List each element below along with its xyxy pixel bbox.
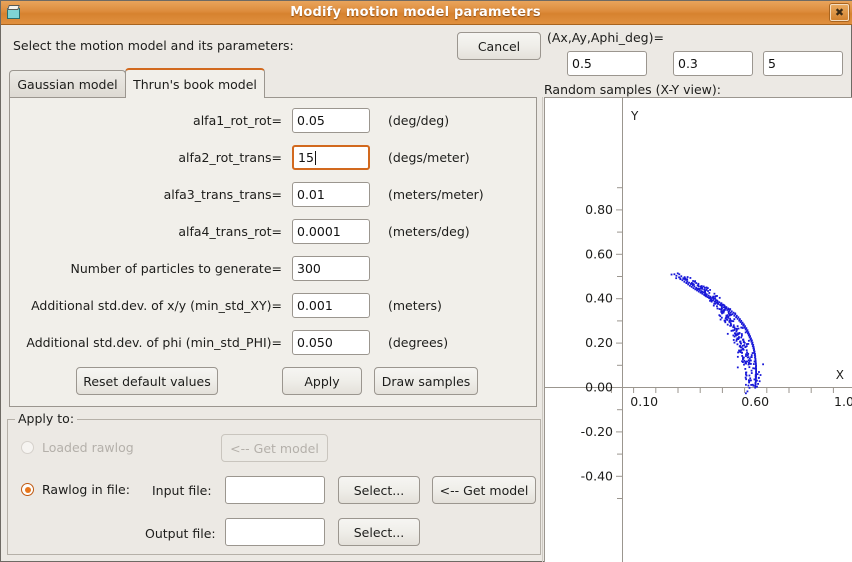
min-std-phi-input[interactable]: 0.050 [292,330,370,355]
param-row: alfa1_rot_rot= 0.05 (deg/deg) [10,108,530,133]
apply-to-title: Apply to: [15,411,78,426]
param-label: Additional std.dev. of phi (min_std_PHI)… [26,335,282,350]
window-titlebar: Modify motion model parameters ✖ [1,1,852,25]
param-label: alfa2_rot_trans= [178,150,282,165]
cancel-button[interactable]: Cancel [457,32,541,60]
draw-samples-button[interactable]: Draw samples [374,367,478,395]
aphi-input[interactable]: 5 [763,51,843,76]
param-row: Additional std.dev. of x/y (min_std_XY)=… [10,293,530,318]
ay-input[interactable]: 0.3 [673,51,753,76]
rawlog-in-file-label: Rawlog in file: [42,482,130,497]
svg-text:0.60: 0.60 [585,246,613,261]
param-label: alfa1_rot_rot= [193,113,282,128]
svg-text:0.20: 0.20 [585,335,613,350]
num-particles-input[interactable]: 300 [292,256,370,281]
svg-text:-0.20: -0.20 [581,424,613,439]
loaded-rawlog-row: Loaded rawlog [21,440,134,455]
alfa2-rot-trans-input[interactable]: 15 [292,145,370,170]
input-file-input[interactable] [225,476,325,504]
param-row: Additional std.dev. of phi (min_std_PHI)… [10,330,530,355]
input-file-label: Input file: [152,483,212,498]
param-units: (deg/deg) [388,113,450,128]
svg-text:Y: Y [630,109,639,123]
loaded-rawlog-get-model-button: <-- Get model [221,434,328,462]
param-row: alfa2_rot_trans= 15 (degs/meter) [10,145,530,170]
reset-defaults-button[interactable]: Reset default values [76,367,218,395]
param-label: alfa3_trans_trans= [163,187,282,202]
thruns-model-panel: alfa1_rot_rot= 0.05 (deg/deg) alfa2_rot_… [9,97,537,407]
alfa3-trans-trans-input[interactable]: 0.01 [292,182,370,207]
input-file-select-button[interactable]: Select... [338,476,420,504]
output-file-label: Output file: [145,526,216,541]
plot-canvas: 0.00 0.20 0.40 0.60 0.80 -0.20 -0.40 0.10 0.60 1.… [545,98,852,562]
param-row: alfa4_trans_rot= 0.0001 (meters/deg) [10,219,530,244]
output-file-select-button[interactable]: Select... [338,518,420,546]
scatter-points [670,272,765,395]
svg-text:1.0: 1.0 [834,394,852,409]
svg-text:0.10: 0.10 [630,394,658,409]
svg-text:0.00: 0.00 [585,380,613,395]
output-file-input[interactable] [225,518,325,546]
tab-gaussian-model[interactable]: Gaussian model [9,70,126,98]
param-row: Number of particles to generate= 300 [10,256,530,281]
loaded-rawlog-radio [21,441,34,454]
close-icon[interactable]: ✖ [830,4,849,21]
instruction-label: Select the motion model and its paramete… [13,38,294,53]
rawlog-in-file-get-model-button[interactable]: <-- Get model [432,476,536,504]
tab-thruns-book-model[interactable]: Thrun's book model [125,68,265,98]
ax-input[interactable]: 0.5 [567,51,647,76]
alfa2-value: 15 [298,150,314,165]
param-units: (degrees) [388,335,449,350]
param-units: (meters) [388,298,442,313]
delta-pose-label: (Ax,Ay,Aphi_deg)= [547,30,664,45]
param-label: Number of particles to generate= [70,261,282,276]
param-label: Additional std.dev. of x/y (min_std_XY)= [31,298,282,313]
param-units: (degs/meter) [388,150,470,165]
window-title: Modify motion model parameters [290,5,541,20]
param-units: (meters/meter) [388,187,484,202]
rawlog-in-file-row[interactable]: Rawlog in file: [21,482,130,497]
random-samples-plot[interactable]: 0.00 0.20 0.40 0.60 0.80 -0.20 -0.40 0.10 0.60 1.… [544,97,852,562]
panel-divider [542,97,543,562]
apply-button[interactable]: Apply [282,367,362,395]
text-caret [314,150,316,165]
svg-text:0.60: 0.60 [741,394,769,409]
apply-to-groupbox [7,419,541,555]
svg-text:X: X [836,368,844,382]
min-std-xy-input[interactable]: 0.001 [292,293,370,318]
svg-text:-0.40: -0.40 [581,468,613,483]
param-units: (meters/deg) [388,224,470,239]
loaded-rawlog-label: Loaded rawlog [42,440,134,455]
param-row: alfa3_trans_trans= 0.01 (meters/meter) [10,182,530,207]
rawlog-box-icon [5,4,23,22]
alfa4-trans-rot-input[interactable]: 0.0001 [292,219,370,244]
plot-caption: Random samples (X-Y view): [544,82,721,97]
svg-text:0.80: 0.80 [585,202,613,217]
rawlog-in-file-radio[interactable] [21,483,34,496]
svg-text:0.40: 0.40 [585,291,613,306]
param-label: alfa4_trans_rot= [178,224,282,239]
alfa1-rot-rot-input[interactable]: 0.05 [292,108,370,133]
